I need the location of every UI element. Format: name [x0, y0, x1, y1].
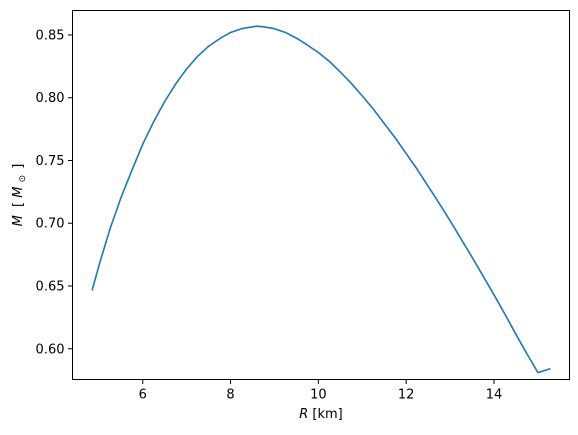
x-tick-label: 6: [139, 388, 147, 403]
y-tick-label: 0.65: [36, 279, 65, 294]
x-tick-label: 12: [398, 388, 415, 403]
y-tick-label: 0.75: [36, 154, 65, 169]
y-axis-unit-subscript: ⊙: [18, 175, 28, 183]
axes-frame: [72, 10, 570, 380]
y-axis-unit-close: ]: [11, 164, 26, 169]
x-tick-label: 8: [226, 388, 234, 403]
series-line-0: [91, 25, 551, 374]
y-axis-label: M [ M ⊙ ]: [11, 164, 29, 227]
x-axis-unit: [km]: [312, 407, 342, 422]
y-tick-label: 0.60: [36, 342, 65, 357]
y-tick-label: 0.80: [36, 91, 65, 106]
y-axis-unit-open: [: [11, 202, 26, 207]
y-axis: 0.60 0.65 0.70 0.75 0.80 0.85: [36, 28, 73, 357]
plot-area: [91, 25, 551, 374]
y-tick-label: 0.70: [36, 217, 65, 232]
x-tick-label: 10: [310, 388, 327, 403]
x-axis-symbol: R: [299, 407, 308, 422]
y-axis-symbol: M: [11, 215, 26, 226]
y-axis-unit-symbol: M: [11, 187, 26, 198]
x-tick-label: 14: [486, 388, 503, 403]
x-axis: 6 8 10 12 14: [139, 379, 503, 403]
y-tick-label: 0.85: [36, 28, 65, 43]
x-axis-label: R [km]: [299, 407, 343, 422]
